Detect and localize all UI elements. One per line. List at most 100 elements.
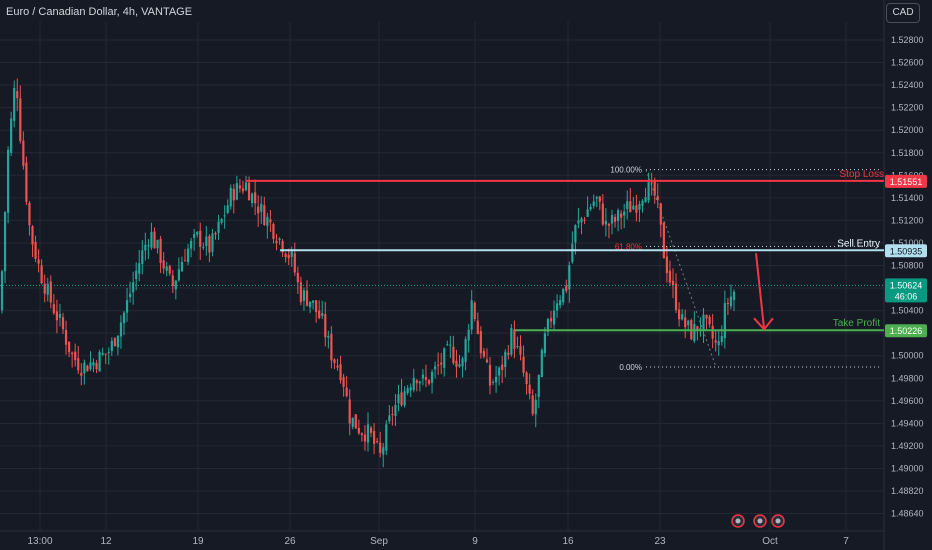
candle-body xyxy=(247,182,251,201)
x-tick-label: 19 xyxy=(192,536,204,547)
candle-body xyxy=(458,364,461,367)
candle-body xyxy=(324,314,327,338)
candle-body xyxy=(186,248,190,263)
stop-loss-price: 1.51551 xyxy=(890,177,923,187)
candle-body xyxy=(562,288,565,303)
candle-body xyxy=(455,360,458,367)
candle-body xyxy=(202,246,205,248)
candle-body xyxy=(254,192,257,204)
candle-body xyxy=(351,417,354,427)
candle-body xyxy=(74,351,77,361)
candle-body xyxy=(394,404,397,416)
candle-body xyxy=(43,283,46,294)
candle-body xyxy=(501,364,504,370)
candle-body xyxy=(449,344,452,346)
candle-body xyxy=(470,300,473,330)
candle-body xyxy=(214,233,217,235)
candle-body xyxy=(580,218,583,223)
candle-body xyxy=(168,265,171,274)
candle-body xyxy=(119,322,123,337)
candle-body xyxy=(113,338,116,346)
currency-button[interactable]: CAD xyxy=(886,3,920,23)
candle-body xyxy=(373,431,376,444)
candle-body xyxy=(723,303,726,339)
candle-body xyxy=(726,302,729,304)
candle-body xyxy=(232,188,235,201)
candle-body xyxy=(28,202,31,226)
candle-body xyxy=(205,236,208,247)
candle-body xyxy=(671,280,675,286)
candle-body xyxy=(531,395,534,414)
y-tick-label: 1.50800 xyxy=(891,261,924,271)
candle-body xyxy=(443,348,446,368)
candle-body xyxy=(644,197,647,203)
candle-body xyxy=(241,188,245,192)
candle-body xyxy=(662,222,665,259)
current-price: 1.50624 xyxy=(890,280,923,290)
candle-body xyxy=(540,349,543,378)
candle-body xyxy=(464,339,467,362)
candle-body xyxy=(412,378,415,390)
candle-body xyxy=(684,317,687,328)
candle-body xyxy=(193,234,196,238)
candle-body xyxy=(357,427,360,434)
candle-body xyxy=(80,372,83,376)
x-tick-label: 16 xyxy=(562,536,574,547)
candle-body xyxy=(98,351,101,372)
y-tick-label: 1.52000 xyxy=(891,125,924,135)
candle-body xyxy=(467,329,470,341)
candle-body xyxy=(171,275,174,287)
candle-body xyxy=(89,362,92,370)
candle-body xyxy=(513,329,516,349)
candle-body xyxy=(589,207,592,210)
take-profit-label: Take Profit xyxy=(833,318,880,329)
candle-body xyxy=(199,230,202,247)
candle-body xyxy=(491,381,495,383)
sell-arrow-head xyxy=(753,317,774,331)
candle-body xyxy=(190,240,193,249)
candle-body xyxy=(302,290,306,301)
candle-body xyxy=(678,309,681,320)
candle-body xyxy=(61,317,65,330)
y-tick-label: 1.49000 xyxy=(891,463,924,473)
y-tick-label: 1.49200 xyxy=(891,441,924,451)
candle-body xyxy=(135,270,138,280)
candle-body xyxy=(83,362,86,374)
x-tick-label: 12 xyxy=(100,536,112,547)
candle-body xyxy=(0,271,4,311)
candle-body xyxy=(122,312,126,324)
candle-body xyxy=(415,380,418,384)
candle-body xyxy=(77,358,80,371)
y-tick-label: 1.51800 xyxy=(891,148,924,158)
candle-body xyxy=(235,183,238,200)
candle-body xyxy=(434,366,437,370)
candle-body xyxy=(290,251,293,257)
candle-body xyxy=(437,364,440,366)
candle-body xyxy=(629,201,632,213)
candle-body xyxy=(174,280,177,290)
candle-body xyxy=(382,447,385,455)
y-tick-label: 1.52800 xyxy=(891,35,924,45)
candle-body xyxy=(278,238,281,241)
candle-body xyxy=(568,265,571,290)
candle-body xyxy=(275,240,278,244)
candle-body xyxy=(162,260,165,269)
x-tick-label: Oct xyxy=(762,536,778,547)
candle-body xyxy=(211,233,214,252)
candle-body xyxy=(446,344,449,346)
candle-body xyxy=(104,353,107,355)
candle-body xyxy=(638,203,641,210)
candle-body xyxy=(3,212,7,272)
candle-body xyxy=(641,201,644,206)
candle-body xyxy=(92,362,95,366)
candle-body xyxy=(147,245,150,247)
candle-body xyxy=(183,260,187,262)
candle-body xyxy=(366,424,370,443)
candle-body xyxy=(13,88,16,121)
candle-body xyxy=(705,314,708,319)
candle-body xyxy=(571,243,574,263)
sell-entry-label: Sell Entry xyxy=(837,238,880,249)
candle-body xyxy=(559,300,562,306)
candle-body xyxy=(485,359,489,363)
